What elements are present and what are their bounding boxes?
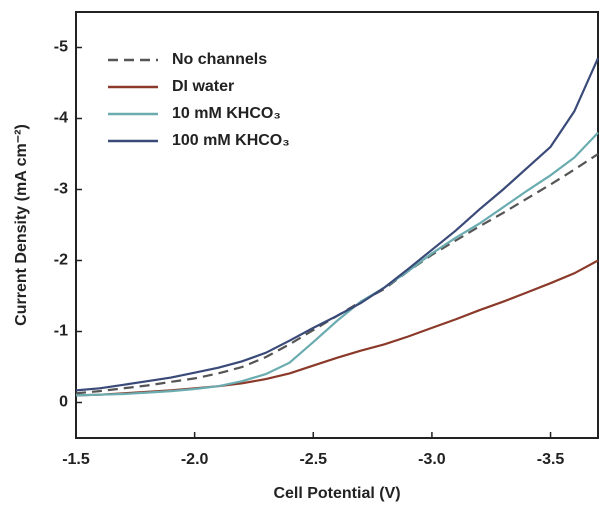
x-tick-label: -2.0 [181,451,209,468]
legend-label: 10 mM KHCO₃ [172,105,281,122]
data-line [75,259,599,397]
plot-frame [75,11,599,439]
y-tick-label: -2 [54,252,68,269]
x-tick-label: -3.5 [537,451,565,468]
y-axis-label: Current Density (mA cm⁻²) [13,124,30,326]
y-tick-label: -1 [54,323,68,340]
y-tick-label: -5 [54,39,68,56]
legend-label: No channels [172,51,267,68]
x-tick-label: -2.5 [299,451,327,468]
data-line [75,131,599,397]
y-tick-label: -4 [54,110,68,127]
x-tick-label: -3.0 [418,451,446,468]
data-line [75,57,600,392]
x-axis-label: Cell Potential (V) [273,485,400,502]
legend-label: 100 mM KHCO₃ [172,132,290,149]
legend-label: DI water [172,78,234,95]
x-tick-label: -1.5 [62,451,90,468]
y-tick-label: 0 [59,394,68,411]
y-tick-label: -3 [54,181,68,198]
